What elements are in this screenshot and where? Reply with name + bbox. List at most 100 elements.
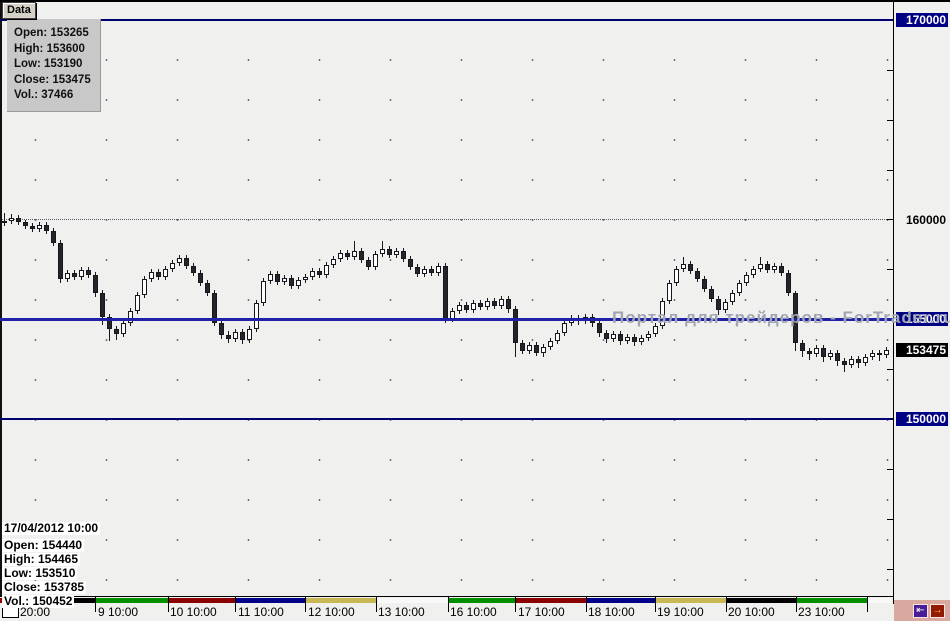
candle-body (674, 269, 679, 284)
candle-body (527, 345, 532, 352)
candle-body (380, 249, 385, 255)
candle-body (338, 253, 343, 260)
candle-body (86, 270, 91, 276)
session-color-segment (515, 598, 586, 603)
price-axis-label: 153475 (896, 343, 948, 357)
candle-body (58, 243, 63, 280)
price-guide-line (0, 218, 893, 220)
candle-body (688, 264, 693, 272)
candle-body (226, 335, 231, 340)
candle-body (814, 348, 819, 355)
axis-corner: ⇤ → (894, 600, 950, 621)
candle-body (429, 269, 434, 274)
candle-body (779, 266, 784, 274)
candle-wick (382, 241, 383, 258)
session-color-segment (235, 598, 305, 603)
candle-wick (879, 350, 880, 362)
info-vol: Vol.: 150452 (2, 594, 75, 608)
candle-body (765, 264, 770, 271)
session-color-segment (867, 598, 891, 603)
info-datetime: 17/04/2012 10:00 (2, 521, 101, 535)
candle-body (471, 303, 476, 311)
candle-body (772, 266, 777, 271)
candle-body (135, 295, 140, 312)
candle-body (506, 299, 511, 310)
info-low: Low: 153510 (2, 566, 78, 580)
candle-body (821, 348, 826, 358)
candle-body (513, 309, 518, 344)
candle-body (870, 353, 875, 358)
session-color-segment (168, 598, 235, 603)
candle-body (618, 334, 623, 342)
candle-body (282, 278, 287, 283)
candle-body (786, 273, 791, 294)
candle-body (562, 323, 567, 334)
tooltip-high: High: 153600 (14, 42, 85, 55)
candle-body (205, 283, 210, 294)
candle-body (324, 265, 329, 276)
candle-body (758, 264, 763, 270)
candle-body (352, 251, 357, 258)
candle-body (303, 277, 308, 281)
candle-body (548, 341, 553, 348)
price-axis-label: 160000 (905, 213, 946, 227)
info-close: Close: 153785 (2, 580, 87, 594)
candle-body (219, 323, 224, 336)
candle-body (555, 333, 560, 342)
candle-body (240, 332, 245, 341)
chart-plot-area[interactable] (0, 0, 893, 597)
candle-body (877, 353, 882, 356)
candle-body (457, 305, 462, 312)
candle-body (464, 305, 469, 311)
time-axis-tick (376, 597, 377, 612)
candle-body (443, 266, 448, 320)
time-axis-label: 12 10:00 (308, 605, 355, 619)
candle-body (408, 259, 413, 268)
scroll-forward-button[interactable]: → (930, 604, 945, 618)
candle-body (345, 253, 350, 258)
time-axis-label: 20 10:00 (728, 605, 775, 619)
candle-body (37, 225, 42, 230)
time-axis-tick (796, 597, 797, 612)
candle-body (667, 283, 672, 302)
candle-body (653, 326, 658, 335)
candle-body (849, 359, 854, 366)
candle-body (191, 266, 196, 274)
candle-body (625, 337, 630, 342)
tooltip-low: Low: 153190 (14, 58, 83, 70)
candle-body (695, 271, 700, 280)
candle-body (436, 266, 441, 274)
tooltip-close: Close: 153475 (14, 73, 91, 86)
candle-body (142, 279, 147, 296)
tab-data[interactable]: Data (2, 2, 36, 19)
window-top-border (0, 0, 950, 2)
candle-body (366, 260, 371, 268)
price-axis-tick (887, 170, 893, 171)
time-axis-tick (655, 597, 656, 612)
candle-body (737, 283, 742, 294)
candle-body (2, 221, 7, 224)
candle-body (828, 353, 833, 358)
candle-body (128, 311, 133, 324)
candle-body (30, 226, 35, 230)
session-color-segment (305, 598, 376, 603)
candle-body (275, 274, 280, 283)
time-axis-tick (586, 597, 587, 612)
candle-body (198, 273, 203, 284)
candle-body (170, 263, 175, 270)
candle-body (856, 359, 861, 364)
candle-body (744, 275, 749, 284)
candle-body (541, 347, 546, 354)
session-color-segment (796, 598, 867, 603)
ohlc-tooltip: Open: 153265 High: 153600 Low: 153190 Cl… (7, 19, 101, 112)
candle-body (499, 299, 504, 307)
time-axis-tick (235, 597, 236, 612)
candle-body (604, 333, 609, 340)
candle-body (863, 357, 868, 364)
time-axis-label: 9 10:00 (98, 605, 139, 619)
candle-wick (809, 348, 810, 361)
candle-body (93, 275, 98, 294)
scroll-to-start-button[interactable]: ⇤ (913, 604, 928, 618)
candle-body (23, 222, 28, 227)
candle-body (730, 293, 735, 303)
